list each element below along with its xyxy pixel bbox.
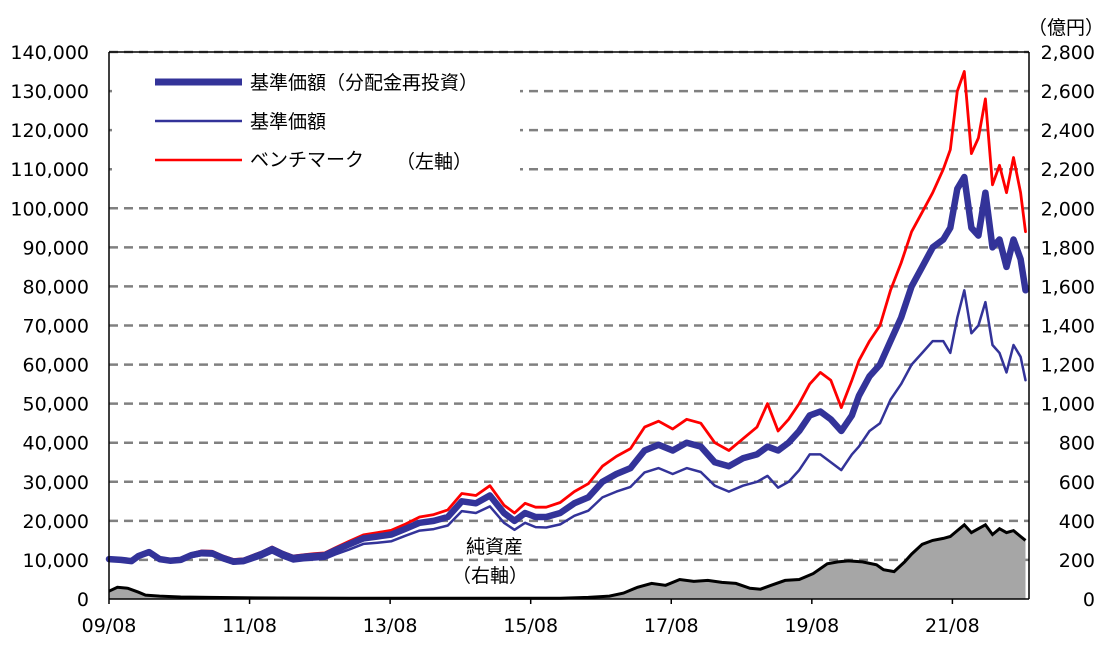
reinvested-nav-line (105, 173, 1029, 565)
legend-label-nav: 基準価額 (250, 111, 326, 133)
legend-left-axis-note: （左軸） (396, 151, 472, 173)
right-tick-label: 200 (1059, 550, 1095, 572)
series-lines (105, 70, 1029, 566)
x-tick-label: 15/08 (503, 615, 558, 637)
left-tick-label: 80,000 (23, 276, 89, 298)
x-tick-label: 11/08 (222, 615, 277, 637)
right-tick-label: 1,000 (1041, 394, 1095, 416)
x-tick-label: 09/08 (82, 615, 137, 637)
x-tick-label: 17/08 (644, 615, 699, 637)
left-tick-label: 60,000 (23, 355, 89, 377)
legend: 基準価額（分配金再投資） 基準価額 ベンチマーク （左軸） (112, 64, 520, 176)
left-tick-label: 70,000 (23, 316, 89, 338)
left-tick-label: 0 (77, 589, 89, 611)
right-tick-label: 1,600 (1041, 276, 1095, 298)
right-axis-unit-label: （億円） (1028, 17, 1104, 39)
left-tick-label: 10,000 (23, 550, 89, 572)
right-tick-label: 1,200 (1041, 355, 1095, 377)
right-tick-label: 600 (1059, 472, 1095, 494)
x-tick-label: 13/08 (363, 615, 418, 637)
net-assets-line (108, 522, 1027, 600)
x-tick-label: 21/08 (925, 615, 980, 637)
left-tick-label: 120,000 (10, 120, 89, 142)
left-tick-label: 100,000 (10, 198, 89, 220)
left-tick-label: 40,000 (23, 433, 89, 455)
left-tick-label: 30,000 (23, 472, 89, 494)
net-assets-axis-note: （右軸） (452, 565, 528, 587)
x-axis-ticks: 09/08 11/08 13/08 15/08 17/08 19/08 21/08 (82, 599, 980, 637)
right-tick-label: 400 (1059, 511, 1095, 533)
right-tick-label: 1,800 (1041, 237, 1095, 259)
left-tick-label: 50,000 (23, 394, 89, 416)
right-tick-label: 0 (1083, 589, 1095, 611)
right-tick-label: 2,200 (1041, 159, 1095, 181)
right-tick-label: 2,600 (1041, 81, 1095, 103)
left-tick-label: 20,000 (23, 511, 89, 533)
left-tick-label: 90,000 (23, 237, 89, 259)
left-axis-ticks: 0 10,000 20,000 30,000 40,000 50,000 60,000 70,… (10, 42, 89, 611)
legend-label-benchmark: ベンチマーク (250, 149, 364, 171)
left-tick-label: 140,000 (10, 42, 89, 64)
right-axis-ticks: 0 200 400 600 800 1,000 1,200 1,400 1,600 1,800 2,… (1041, 42, 1095, 611)
gridlines (109, 50, 1029, 562)
left-tick-label: 110,000 (10, 159, 89, 181)
right-tick-label: 1,400 (1041, 316, 1095, 338)
right-tick-label: 800 (1059, 433, 1095, 455)
nav-line (107, 289, 1027, 566)
right-tick-label: 2,800 (1041, 42, 1095, 64)
net-assets-area (108, 522, 1027, 600)
axes (108, 51, 1030, 600)
left-tick-label: 130,000 (10, 81, 89, 103)
legend-label-reinvested: 基準価額（分配金再投資） (250, 72, 478, 94)
net-assets-label: 純資産 (466, 536, 523, 558)
right-tick-label: 2,000 (1041, 198, 1095, 220)
x-tick-label: 19/08 (784, 615, 839, 637)
right-tick-label: 2,400 (1041, 120, 1095, 142)
